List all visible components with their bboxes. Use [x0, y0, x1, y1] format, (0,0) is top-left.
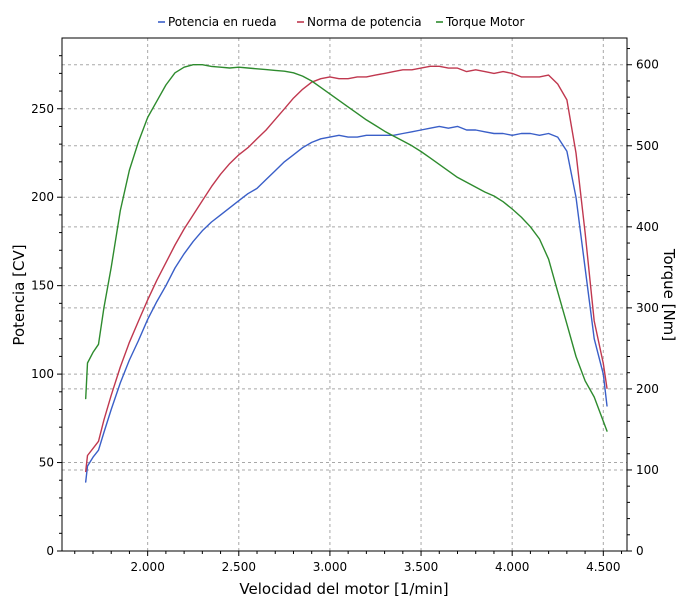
y-axis-right-title: Torque [Nm]: [660, 248, 678, 341]
x-axis-title: Velocidad del motor [1/min]: [239, 580, 448, 598]
legend-label-norma-de-potencia: Norma de potencia: [307, 15, 422, 29]
x-tick-label: 2.500: [222, 560, 256, 574]
y-axis-left: 0 50 100 150 200 250: [31, 55, 62, 558]
y-right-tick-label: 600: [636, 58, 659, 72]
x-tick-label: 3.500: [404, 560, 438, 574]
series-line-potencia-en-rueda: [85, 125, 608, 483]
y-right-tick-label: 400: [636, 220, 659, 234]
y-right-tick-label: 100: [636, 463, 659, 477]
legend: Potencia en rueda Norma de potencia Torque…: [158, 15, 525, 29]
y-left-tick-label: 0: [46, 544, 54, 558]
y-axis-right: 0 100 200 300 400 500 600: [627, 48, 659, 558]
y-right-tick-label: 300: [636, 301, 659, 315]
series-line-torque-motor: [85, 64, 608, 432]
y-left-tick-label: 50: [39, 456, 54, 470]
y-left-tick-label: 150: [31, 279, 54, 293]
y-axis-left-title: Potencia [CV]: [10, 244, 28, 345]
y-left-tick-label: 100: [31, 367, 54, 381]
x-tick-label: 4.000: [495, 560, 529, 574]
x-tick-label: 3.000: [313, 560, 347, 574]
legend-label-torque-motor: Torque Motor: [445, 15, 525, 29]
y-left-tick-label: 250: [31, 102, 54, 116]
series-line-norma-de-potencia: [85, 65, 608, 473]
grid: [62, 38, 627, 552]
y-right-tick-label: 0: [636, 544, 644, 558]
y-left-tick-label: 200: [31, 190, 54, 204]
legend-label-potencia-en-rueda: Potencia en rueda: [168, 15, 277, 29]
y-right-tick-label: 200: [636, 382, 659, 396]
plot-frame: [61, 37, 628, 552]
x-axis: 2.000 2.500 3.000 3.500 4.000 4.500: [74, 551, 623, 574]
x-tick-label: 4.500: [586, 560, 620, 574]
series-layer: [85, 64, 608, 483]
y-right-tick-label: 500: [636, 139, 659, 153]
x-tick-label: 2.000: [130, 560, 164, 574]
